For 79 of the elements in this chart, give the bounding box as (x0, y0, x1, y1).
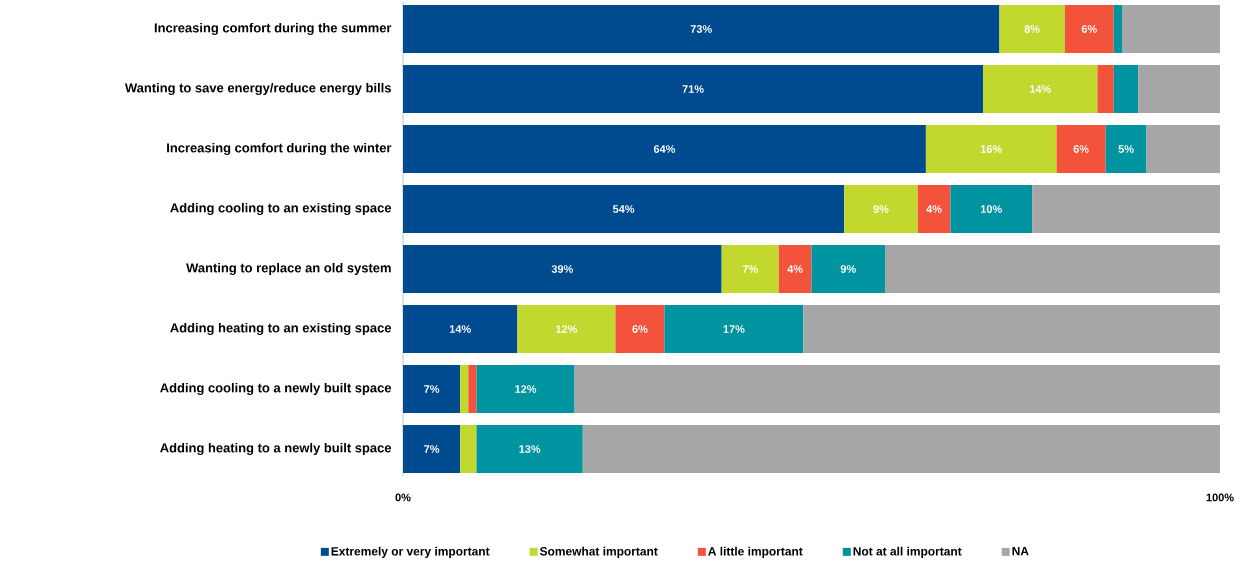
x-tick-label: 0% (395, 493, 411, 502)
bar (1097, 65, 1114, 113)
data-label: 5% (1118, 145, 1134, 153)
data-label: 4% (787, 265, 803, 273)
data-label: 73% (690, 25, 712, 33)
data-label: 39% (551, 265, 573, 273)
bar (574, 365, 1221, 413)
legend-label: Not at all important (853, 546, 962, 558)
y-tick-label: Adding heating to a newly built space (160, 442, 392, 456)
data-label: 6% (632, 325, 648, 333)
data-label: 6% (1081, 25, 1097, 33)
bar (476, 425, 583, 473)
bar (403, 125, 926, 173)
bar (1064, 5, 1114, 53)
data-label: 9% (873, 205, 889, 213)
bar (885, 245, 1221, 293)
bar (403, 185, 845, 233)
data-label: 7% (424, 385, 440, 393)
bar (1105, 125, 1147, 173)
bar (460, 425, 477, 473)
bar (582, 425, 1221, 473)
bar (1146, 125, 1221, 173)
y-tick-label: Adding cooling to an existing space (170, 202, 392, 216)
bar (403, 365, 461, 413)
data-label: 54% (612, 205, 635, 213)
bar (778, 245, 812, 293)
bar (403, 5, 1000, 53)
y-tick-label: Adding cooling to a newly built space (160, 382, 392, 396)
data-label: 14% (1029, 85, 1051, 93)
y-tick-label: Increasing comfort during the summer (154, 22, 392, 36)
data-label: 17% (723, 325, 745, 333)
data-label: 64% (653, 145, 676, 153)
data-label: 7% (424, 445, 440, 453)
bar (1113, 65, 1139, 113)
data-label: 16% (980, 145, 1002, 153)
bar (403, 245, 722, 293)
bar (811, 245, 886, 293)
bar (1032, 185, 1221, 233)
data-label: 71% (682, 85, 704, 93)
bar (664, 305, 804, 353)
bar (615, 305, 665, 353)
bar (803, 305, 1221, 353)
data-label: 12% (515, 385, 537, 393)
bar (1113, 5, 1122, 53)
data-label: 14% (449, 325, 471, 333)
x-tick-label: 100% (1206, 493, 1234, 502)
data-label: 4% (926, 205, 942, 213)
bar (1056, 125, 1106, 173)
bar (403, 425, 461, 473)
data-label: 9% (840, 265, 856, 273)
bar (476, 365, 575, 413)
legend-label: Somewhat important (539, 546, 658, 558)
bar (721, 245, 779, 293)
bar (517, 305, 616, 353)
data-label: 12% (556, 325, 578, 333)
bar (917, 185, 951, 233)
y-tick-label: Wanting to save energy/reduce energy bills (124, 82, 391, 96)
bar (950, 185, 1033, 233)
y-tick-label: Wanting to replace an old system (186, 262, 391, 276)
legend-label: A little important (708, 546, 803, 558)
bar (983, 65, 1098, 113)
bar (403, 65, 984, 113)
data-label: 6% (1073, 145, 1089, 153)
bar (1121, 5, 1221, 53)
data-label: 7% (742, 265, 758, 273)
bar (460, 365, 469, 413)
bar (925, 125, 1057, 173)
y-tick-label: Adding heating to an existing space (170, 322, 392, 336)
bar (844, 185, 918, 233)
bar (1138, 65, 1221, 113)
legend-label: Extremely or very important (331, 546, 490, 558)
bar (403, 305, 518, 353)
y-tick-label: Increasing comfort during the winter (167, 142, 392, 156)
bar (468, 365, 477, 413)
data-label: 10% (980, 205, 1002, 213)
legend-label: NA (1012, 546, 1029, 556)
data-label: 8% (1024, 25, 1040, 33)
data-label: 13% (519, 445, 541, 453)
bar (999, 5, 1065, 53)
